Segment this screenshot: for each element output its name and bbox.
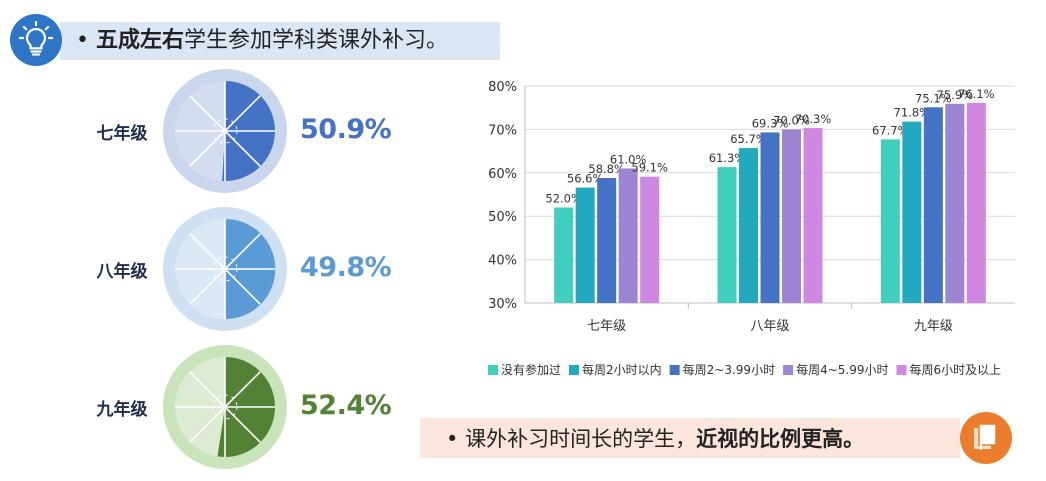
pie-divider — [189, 268, 226, 305]
bar — [717, 167, 737, 303]
data-label: 59.1% — [631, 161, 668, 175]
pie-center-ring — [212, 394, 238, 420]
pie-divider — [224, 371, 261, 408]
data-label: 75.9% — [937, 88, 974, 102]
bar — [739, 148, 758, 303]
data-label: 67.7% — [872, 123, 909, 137]
pie-center-ring — [212, 256, 238, 282]
legend-label: 每周2~3.99小时 — [683, 362, 775, 377]
bar — [966, 102, 986, 304]
conclusion-bold: 近视的比例更高。 — [696, 427, 865, 451]
pie-divider — [224, 268, 261, 305]
bar — [945, 103, 965, 303]
pie-divider — [224, 130, 261, 167]
bar — [902, 121, 922, 303]
y-tick-label: 70% — [488, 123, 517, 138]
pie-divider — [189, 406, 226, 443]
legend-label: 每周4~5.99小时 — [796, 362, 888, 377]
bar — [923, 107, 943, 303]
legend-swatch — [488, 365, 498, 375]
pie-value-grade7: 50.9% — [300, 114, 392, 145]
pie-divider — [189, 371, 226, 408]
pie-value-grade9: 52.4% — [300, 390, 392, 421]
data-label: 71.8% — [894, 106, 931, 120]
pie-chart-grade9 — [163, 345, 287, 469]
legend-label: 没有参加过 — [501, 362, 561, 377]
pie-value-grade8: 49.8% — [300, 252, 392, 283]
bar — [803, 128, 823, 303]
pie-chart-grade7 — [163, 69, 287, 193]
data-label: 52.0% — [545, 192, 582, 206]
top-banner — [60, 22, 500, 60]
lightbulb-icon — [10, 14, 62, 66]
pie-divider — [224, 406, 261, 443]
data-label: 70.0% — [773, 113, 810, 127]
data-label: 70.3% — [795, 112, 832, 126]
bar — [640, 176, 660, 303]
headline-rest: 学生参加学科类课外补习。 — [184, 28, 449, 53]
headline: • 五成左右学生参加学科类课外补习。 — [76, 26, 448, 56]
bar — [575, 187, 595, 303]
data-label: 58.8% — [588, 162, 625, 176]
pie-label-grade7: 七年级 — [96, 124, 148, 144]
pie-divider — [224, 233, 261, 270]
data-label: 61.3% — [709, 151, 746, 165]
legend-label: 每周6小时及以上 — [910, 362, 1002, 377]
pie-divider — [189, 130, 226, 167]
legend-label: 每周2小时以内 — [582, 362, 662, 377]
pie-chart-grade8 — [163, 207, 287, 331]
pie-label-grade9: 九年级 — [96, 400, 148, 420]
bar — [597, 178, 617, 303]
data-label: 65.7% — [730, 132, 767, 146]
conclusion: • 课外补习时间长的学生，近视的比例更高。 — [446, 424, 864, 454]
y-tick-label: 30% — [488, 297, 517, 312]
legend-swatch — [896, 365, 907, 375]
y-tick-label: 80% — [488, 80, 517, 95]
pie-center-ring — [212, 118, 238, 144]
data-label: 76.1% — [958, 87, 995, 101]
y-tick-label: 50% — [488, 210, 517, 225]
legend-swatch — [569, 365, 580, 375]
bar — [880, 139, 900, 303]
category-label: 九年级 — [914, 319, 953, 334]
headline-bullet: • — [76, 28, 89, 53]
y-tick-label: 60% — [488, 167, 517, 182]
y-tick-label: 40% — [488, 254, 517, 269]
conclusion-normal: 课外补习时间长的学生， — [465, 427, 697, 451]
legend-swatch — [783, 365, 794, 375]
headline-bold: 五成左右 — [95, 28, 184, 53]
pie-divider — [224, 95, 261, 132]
data-label: 75.1% — [915, 91, 952, 105]
conclusion-bullet: • — [446, 427, 459, 451]
bar-chart: 30% 40% 50% 60% 70% 80% 52.0% 56.6%58.8%61.0%59… — [488, 80, 1015, 377]
category-label: 七年级 — [587, 319, 626, 334]
bar — [554, 207, 574, 303]
bar — [760, 132, 780, 303]
pie-divider — [189, 233, 226, 270]
legend-swatch — [669, 365, 680, 375]
pie-divider — [189, 95, 226, 132]
bar — [782, 129, 801, 303]
bar — [618, 168, 638, 303]
data-label: 69.3% — [752, 116, 789, 130]
data-label: 56.6% — [567, 172, 604, 186]
pie-label-grade8: 八年级 — [96, 262, 148, 282]
document-stack-icon — [960, 412, 1012, 464]
category-label: 八年级 — [750, 319, 789, 334]
data-label: 61.0% — [610, 152, 647, 166]
bottom-banner — [420, 418, 960, 458]
